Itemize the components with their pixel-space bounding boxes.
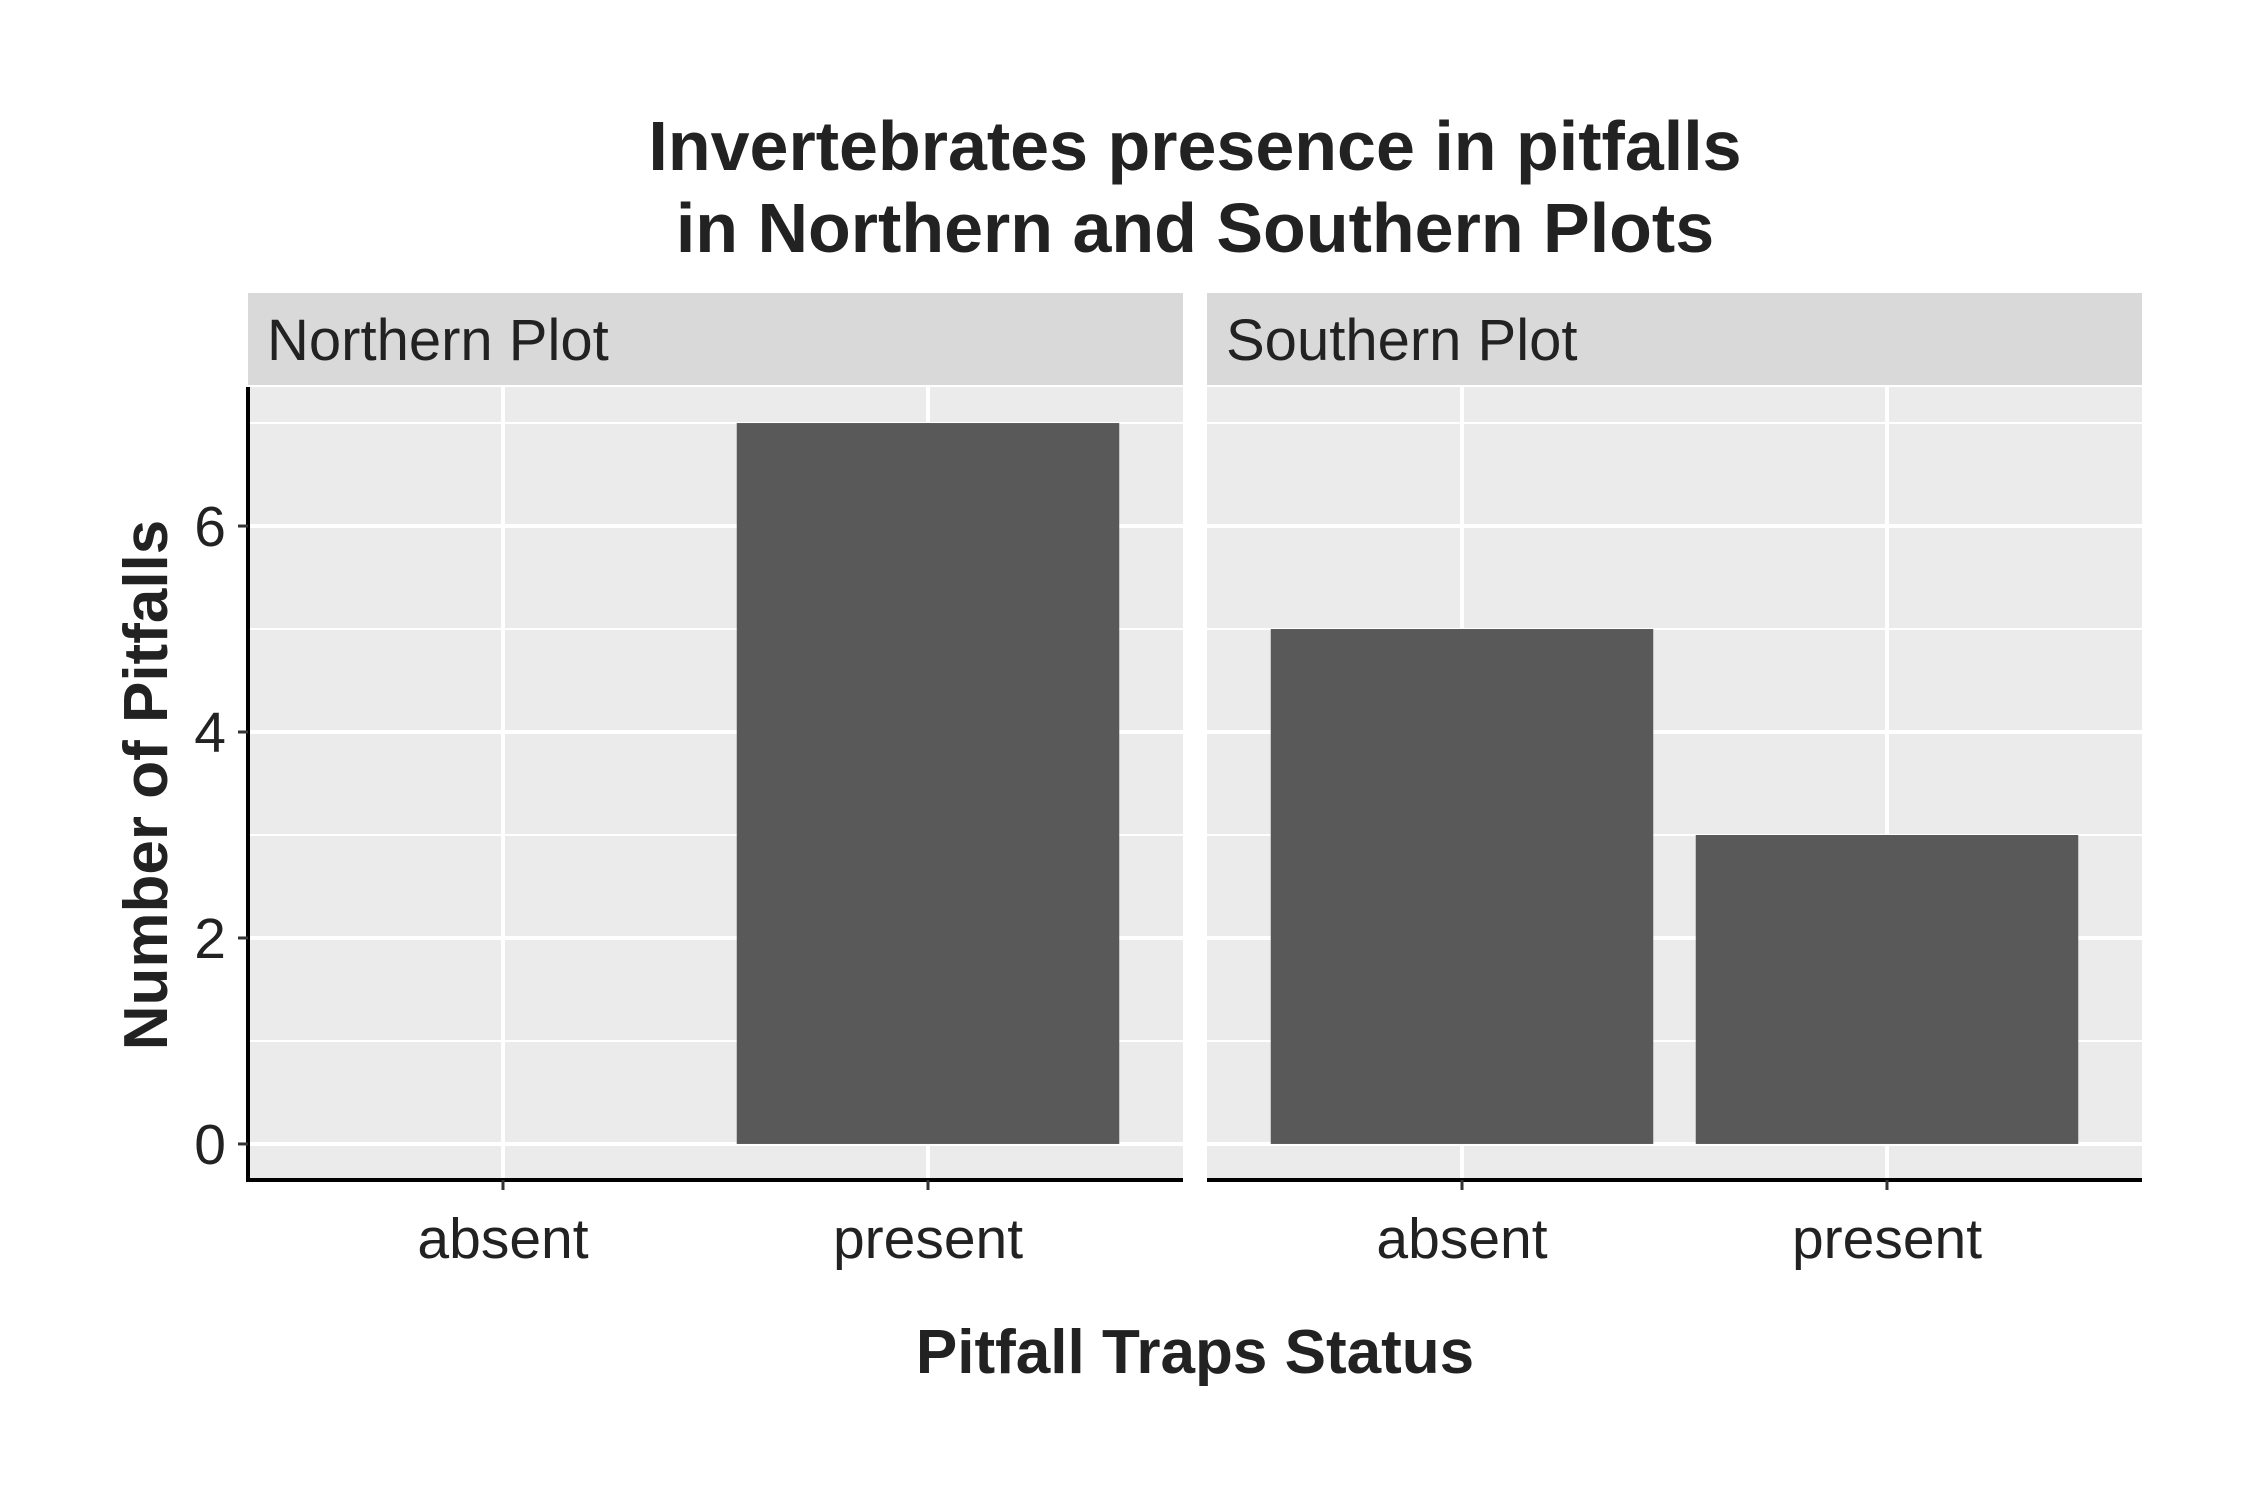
x-tick-label: absent — [1376, 1207, 1547, 1271]
x-axis-title: Pitfall Traps Status — [916, 1318, 1474, 1387]
facet-strip-label: Northern Plot — [267, 308, 609, 373]
y-axis: 0 2 4 6 — [194, 387, 250, 1182]
facet-strip — [248, 293, 1183, 385]
y-tick-label: 6 — [194, 495, 226, 559]
facet-southern-plot: absent present Southern Plot — [1207, 293, 2142, 1271]
x-tick-label: present — [833, 1207, 1023, 1271]
y-tick-label: 4 — [194, 701, 226, 765]
bar-northern-plot-present — [736, 423, 1120, 1144]
x-tick-label: present — [1792, 1207, 1982, 1271]
facet-northern-plot: absent present Northern Plot — [248, 293, 1183, 1271]
facet-strip — [1207, 293, 2142, 385]
x-tick-label: absent — [417, 1207, 588, 1271]
y-tick-label: 2 — [194, 907, 226, 971]
bar-southern-plot-absent — [1270, 629, 1654, 1144]
facet-strip-label: Southern Plot — [1226, 308, 1577, 373]
facet-panels: absent present Northern Plot absent present S… — [248, 293, 2142, 1271]
chart-title-line-2: in Northern and Southern Plots — [676, 189, 1714, 267]
chart-title-line-1: Invertebrates presence in pitfalls — [648, 107, 1741, 185]
y-axis-title: Number of Pitfalls — [112, 520, 181, 1051]
bar-southern-plot-present — [1695, 834, 2079, 1144]
y-tick-label: 0 — [194, 1113, 226, 1177]
